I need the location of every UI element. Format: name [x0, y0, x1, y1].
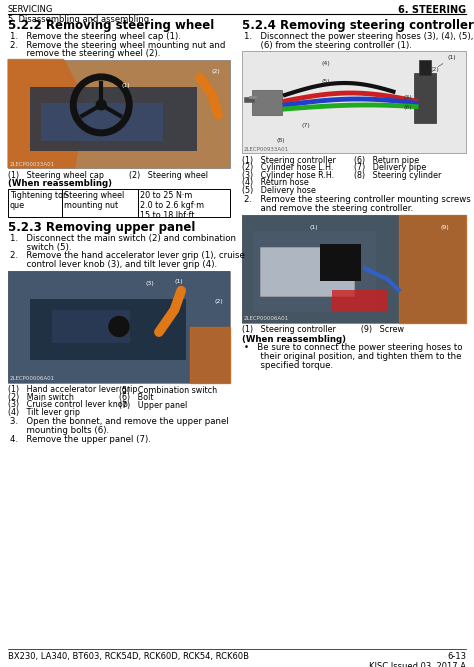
- Text: 2LECP00006A01: 2LECP00006A01: [244, 317, 289, 321]
- Text: 3.   Open the bonnet, and remove the upper panel: 3. Open the bonnet, and remove the upper…: [10, 418, 229, 426]
- Text: 20 to 25 N·m
2.0 to 2.6 kgf·m
15 to 18 lbf·ft: 20 to 25 N·m 2.0 to 2.6 kgf·m 15 to 18 l…: [140, 191, 204, 220]
- Bar: [242, 51, 466, 153]
- Bar: [41, 103, 164, 141]
- Text: (3): (3): [146, 281, 155, 285]
- Text: (When reassembling): (When reassembling): [242, 334, 346, 344]
- Text: (1)   Steering wheel cap          (2)   Steering wheel: (1) Steering wheel cap (2) Steering whee…: [8, 171, 208, 179]
- Text: (5)   Combination switch: (5) Combination switch: [119, 386, 217, 394]
- Circle shape: [109, 317, 129, 336]
- Text: (7)   Delivery pipe: (7) Delivery pipe: [354, 163, 426, 173]
- Text: (6)   Bolt: (6) Bolt: [119, 393, 154, 402]
- Text: BX230, LA340, BT603, RCK54D, RCK60D, RCK54, RCK60B: BX230, LA340, BT603, RCK54D, RCK60D, RCK…: [8, 652, 249, 661]
- Text: 2.   Remove the steering wheel mounting nut and: 2. Remove the steering wheel mounting nu…: [10, 41, 225, 49]
- Text: (5)   Delivery hose: (5) Delivery hose: [242, 186, 316, 195]
- Text: 1.   Disconnect the main switch (2) and combination: 1. Disconnect the main switch (2) and co…: [10, 235, 236, 243]
- Text: (1): (1): [309, 225, 318, 229]
- Bar: [8, 271, 230, 382]
- Text: (3)   Cylinder hose R.H.: (3) Cylinder hose R.H.: [242, 171, 334, 180]
- Text: (1): (1): [438, 55, 456, 67]
- Text: 5.2.4 Removing steering controller: 5.2.4 Removing steering controller: [242, 19, 474, 32]
- Text: 2.   Remove the steering controller mounting screws (9): 2. Remove the steering controller mounti…: [244, 195, 474, 205]
- Bar: [242, 215, 466, 323]
- Bar: [320, 243, 361, 281]
- Bar: [30, 87, 197, 151]
- Text: (3)   Cruise control lever knob: (3) Cruise control lever knob: [8, 400, 128, 410]
- Bar: [8, 271, 230, 382]
- Text: •   Be sure to connect the power steering hoses to: • Be sure to connect the power steering …: [244, 344, 463, 352]
- Text: (7): (7): [302, 123, 311, 128]
- Text: (4)   Tilt lever grip: (4) Tilt lever grip: [8, 408, 80, 417]
- Text: (2): (2): [215, 299, 224, 303]
- Text: Tightening tor-
que: Tightening tor- que: [10, 191, 69, 210]
- Text: (2)   Main switch: (2) Main switch: [8, 393, 74, 402]
- Text: 2LECP00933A01: 2LECP00933A01: [244, 147, 289, 152]
- Text: specified torque.: specified torque.: [244, 360, 333, 370]
- Text: mounting bolts (6).: mounting bolts (6).: [10, 426, 109, 435]
- Text: (8): (8): [277, 138, 286, 143]
- Bar: [8, 59, 230, 167]
- Text: 1.   Remove the steering wheel cap (1).: 1. Remove the steering wheel cap (1).: [10, 32, 181, 41]
- Text: (1): (1): [121, 83, 130, 88]
- Text: remove the steering wheel (2).: remove the steering wheel (2).: [10, 49, 160, 58]
- Text: (1)   Steering controller: (1) Steering controller: [242, 156, 336, 165]
- Text: switch (5).: switch (5).: [10, 243, 72, 252]
- Text: (7)   Upper panel: (7) Upper panel: [119, 400, 187, 410]
- Circle shape: [96, 100, 106, 110]
- Text: SERVICING
5. Disassembling and assembling: SERVICING 5. Disassembling and assemblin…: [8, 5, 149, 25]
- Bar: [253, 231, 376, 311]
- Text: 5.2.2 Removing steering wheel: 5.2.2 Removing steering wheel: [8, 19, 214, 32]
- Text: (2)   Cylinder hose L.H.: (2) Cylinder hose L.H.: [242, 163, 333, 173]
- Text: 4.   Remove the upper panel (7).: 4. Remove the upper panel (7).: [10, 434, 151, 444]
- Text: (6)   Return pipe: (6) Return pipe: [354, 156, 419, 165]
- Polygon shape: [8, 59, 86, 167]
- Text: (1)   Steering controller          (9)   Screw: (1) Steering controller (9) Screw: [242, 325, 404, 334]
- Bar: [242, 215, 466, 323]
- Polygon shape: [190, 327, 230, 382]
- Text: 2LECP00006A01: 2LECP00006A01: [10, 376, 55, 382]
- Text: (6) from the steering controller (1).: (6) from the steering controller (1).: [244, 41, 412, 49]
- Text: 2.   Remove the hand accelerator lever grip (1), cruise: 2. Remove the hand accelerator lever gri…: [10, 251, 245, 261]
- Text: (8)   Steering cylinder: (8) Steering cylinder: [354, 171, 441, 180]
- Text: (3): (3): [404, 95, 413, 100]
- Text: 6. STEERING: 6. STEERING: [398, 5, 466, 15]
- Text: and remove the steering controller.: and remove the steering controller.: [244, 204, 413, 213]
- Text: their original position, and tighten them to the: their original position, and tighten the…: [244, 352, 462, 361]
- Text: (1)   Hand accelerator lever grip: (1) Hand accelerator lever grip: [8, 386, 137, 394]
- Text: 6-13
KISC Issued 03, 2017 A: 6-13 KISC Issued 03, 2017 A: [369, 652, 466, 667]
- Text: Steering wheel
mounting nut: Steering wheel mounting nut: [64, 191, 124, 210]
- Bar: [332, 290, 388, 311]
- Bar: [53, 309, 130, 344]
- Bar: [252, 90, 282, 115]
- Text: 5.2.3 Removing upper panel: 5.2.3 Removing upper panel: [8, 221, 195, 235]
- Bar: [260, 247, 354, 295]
- Text: (4)   Return hose: (4) Return hose: [242, 179, 309, 187]
- Bar: [30, 299, 186, 360]
- Text: (2): (2): [212, 69, 221, 75]
- Text: (1): (1): [174, 279, 183, 283]
- Bar: [414, 73, 436, 123]
- Text: (5): (5): [322, 79, 331, 84]
- Text: (9): (9): [441, 225, 450, 229]
- Bar: [8, 189, 230, 217]
- Text: (2): (2): [431, 67, 440, 72]
- Text: (4): (4): [322, 61, 331, 66]
- Text: (6): (6): [404, 105, 413, 110]
- Text: 2LECP00033A01: 2LECP00033A01: [10, 161, 55, 167]
- Polygon shape: [399, 215, 466, 323]
- Text: 1.   Disconnect the power steering hoses (3), (4), (5),: 1. Disconnect the power steering hoses (…: [244, 32, 474, 41]
- Text: control lever knob (3), and tilt lever grip (4).: control lever knob (3), and tilt lever g…: [10, 260, 217, 269]
- Bar: [419, 60, 431, 75]
- Text: (When reassembling): (When reassembling): [8, 179, 112, 189]
